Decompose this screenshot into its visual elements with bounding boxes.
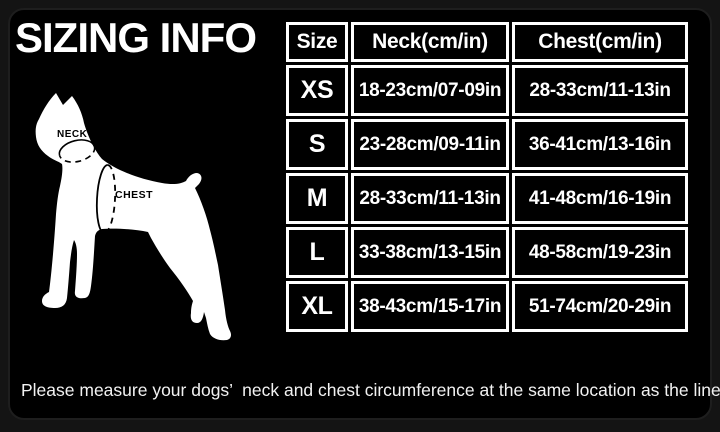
neck-value: 33-38cm/13-15in [351,227,509,278]
chest-value: 36-41cm/13-16in [512,119,688,170]
measurement-instruction: Please measure your dogs’ neck and chest… [21,380,720,400]
dog-silhouette [35,93,231,341]
neck-label: NECK [57,129,88,140]
chest-measure-line [95,164,117,234]
chest-label: CHEST [115,189,153,201]
table-row: S 23-28cm/09-11in 36-41cm/13-16in [286,119,688,170]
chest-value: 48-58cm/19-23in [512,227,688,278]
size-table: Size Neck(cm/in) Chest(cm/in) XS 18-23cm… [283,19,691,335]
neck-value: 28-33cm/11-13in [351,173,509,224]
chest-value: 28-33cm/11-13in [512,65,688,116]
header-chest: Chest(cm/in) [512,22,688,62]
size-value: M [286,173,348,224]
table-row: XS 18-23cm/07-09in 28-33cm/11-13in [286,65,688,116]
header-size: Size [286,22,348,62]
header-neck: Neck(cm/in) [351,22,509,62]
table-row: M 28-33cm/11-13in 41-48cm/16-19in [286,173,688,224]
chest-value: 41-48cm/16-19in [512,173,688,224]
size-value: S [286,119,348,170]
size-value: XS [286,65,348,116]
neck-measure-line [58,139,96,163]
table-row: L 33-38cm/13-15in 48-58cm/19-23in [286,227,688,278]
dog-measurement-diagram: NECK CHEST [10,80,280,370]
neck-value: 23-28cm/09-11in [351,119,509,170]
size-value: L [286,227,348,278]
neck-value: 38-43cm/15-17in [351,281,509,332]
neck-value: 18-23cm/07-09in [351,65,509,116]
chest-value: 51-74cm/20-29in [512,281,688,332]
dog-diagram-svg: NECK CHEST [35,93,231,341]
size-value: XL [286,281,348,332]
page-title: SIZING INFO [15,14,257,61]
table-header-row: Size Neck(cm/in) Chest(cm/in) [286,22,688,62]
table-row: XL 38-43cm/15-17in 51-74cm/20-29in [286,281,688,332]
